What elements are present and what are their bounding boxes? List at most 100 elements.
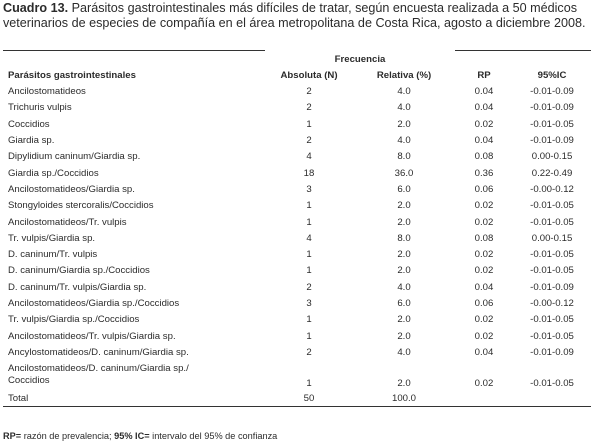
row-name: Ancilostomatideos/Tr. vulpis (8, 216, 127, 228)
row-ic: -0.01-0.09 (530, 86, 574, 98)
group-header-row: Frecuencia (3, 50, 592, 68)
row-name: Ancylostomatideos/D. caninum/Giardia sp. (8, 346, 189, 358)
row-relative: 4.0 (397, 86, 411, 98)
row-ic: -0.01-0.05 (530, 249, 574, 261)
row-relative: 2.0 (397, 377, 411, 389)
table-row: Giardia sp./Coccidios 18 36.0 0.36 0.22-0.49 (3, 165, 591, 181)
row-absolute: 1 (306, 330, 312, 342)
table-row: Ancylostomatideos/D. caninum/Giardia sp.… (3, 344, 591, 360)
total-row: Total 50 100.0 (3, 390, 592, 408)
row-relative: 2.0 (397, 330, 411, 342)
row-ic: 0.00-0.15 (531, 151, 573, 163)
row-absolute: 2 (306, 281, 312, 293)
parasites-table: Frecuencia Parásitos gastrointestinales … (3, 50, 592, 408)
row-rp: 0.02 (474, 216, 494, 228)
row-relative: 2.0 (397, 216, 411, 228)
row-rp: 0.04 (474, 135, 494, 147)
column-header-row: Parásitos gastrointestinales Absoluta (N… (3, 68, 591, 84)
frequency-group-header: Frecuencia (334, 53, 386, 65)
row-absolute: 2 (306, 102, 312, 114)
row-absolute: 1 (306, 216, 312, 228)
row-rp: 0.36 (474, 167, 494, 179)
row-ic: 0.00-0.15 (531, 232, 573, 244)
row-relative: 8.0 (397, 151, 411, 163)
row-ic: -0.00-0.12 (530, 298, 574, 309)
header-ic: 95%IC (537, 70, 567, 81)
row-absolute: 4 (306, 151, 312, 163)
table-footnote: RP= razón de prevalencia; 95% IC= interv… (3, 431, 277, 441)
row-relative: 36.0 (394, 167, 414, 179)
row-relative: 6.0 (397, 183, 411, 195)
table-row: Ancilostomatideos/Giardia sp./Coccidios 3… (3, 295, 591, 311)
table-row: Coccidios 1 2.0 0.02 -0.01-0.05 (3, 116, 591, 132)
row-ic: -0.01-0.05 (530, 265, 574, 277)
row-absolute: 18 (303, 167, 315, 179)
row-relative: 6.0 (397, 298, 411, 309)
row-rp: 0.02 (474, 249, 494, 261)
row-name: Dipylidium caninum/Giardia sp. (8, 151, 141, 163)
row-absolute: 3 (306, 183, 312, 195)
row-name: Ancilostomatideos/D. caninum/Giardia sp.… (3, 361, 265, 391)
row-rp: 0.08 (474, 232, 494, 244)
row-name-line2: Coccidios (8, 374, 50, 386)
row-name: Ancilostomatideos/Giardia sp./Coccidios (8, 298, 180, 309)
table-row: D. caninum/Tr. vulpis/Giardia sp. 2 4.0 0.0… (3, 279, 591, 295)
row-rp: 0.02 (474, 118, 494, 130)
table-row: D. caninum/Giardia sp./Coccidios 1 2.0 0.02… (3, 263, 591, 279)
footnote-ic-text: intervalo del 95% de confianza (149, 431, 278, 441)
table-row: Ancilostomatideos 2 4.0 0.04 -0.01-0.09 (3, 84, 591, 100)
row-rp: 0.08 (474, 151, 494, 163)
row-name: Tr. vulpis/Giardia sp./Coccidios (8, 314, 140, 326)
row-relative: 4.0 (397, 102, 411, 114)
table-row-multiline: Ancilostomatideos/D. caninum/Giardia sp.… (3, 361, 591, 391)
row-ic: -0.01-0.05 (530, 200, 574, 212)
row-rp: 0.04 (474, 86, 494, 98)
row-ic: -0.00-0.12 (530, 183, 574, 195)
table-row: Ancilostomatideos/Giardia sp. 3 6.0 0.06 -0.… (3, 181, 591, 197)
row-name: Tr. vulpis/Giardia sp. (8, 232, 96, 244)
row-relative: 8.0 (397, 232, 411, 244)
total-relative: 100.0 (353, 390, 456, 408)
row-rp: 0.02 (474, 265, 494, 277)
row-rp: 0.06 (474, 183, 494, 195)
row-relative: 4.0 (397, 281, 411, 293)
row-name: Giardia sp. (8, 135, 55, 147)
row-relative: 2.0 (397, 314, 411, 326)
row-ic: -0.01-0.05 (530, 314, 574, 326)
row-ic: -0.01-0.09 (530, 346, 574, 358)
row-absolute: 4 (306, 232, 312, 244)
row-name: Giardia sp./Coccidios (8, 167, 99, 179)
row-relative: 2.0 (397, 200, 411, 212)
table-caption: Cuadro 13. Parásitos gastrointestinales … (3, 1, 593, 31)
row-name: D. caninum/Tr. vulpis (8, 249, 98, 261)
row-name: D. caninum/Giardia sp./Coccidios (8, 265, 150, 277)
total-label: Total (3, 390, 265, 408)
table-row: Ancilostomatideos/Tr. vulpis 1 2.0 0.02 -0.0… (3, 214, 591, 230)
row-absolute: 1 (306, 118, 312, 130)
row-relative: 4.0 (397, 346, 411, 358)
row-rp: 0.04 (474, 281, 494, 293)
header-rp: RP (477, 70, 491, 81)
row-rp: 0.02 (474, 377, 494, 389)
row-absolute: 1 (306, 265, 312, 277)
row-name: Ancilostomatideos/Giardia sp. (8, 183, 135, 195)
table-row: Trichuris vulpis 2 4.0 0.04 -0.01-0.09 (3, 100, 591, 116)
row-ic: -0.01-0.09 (530, 281, 574, 293)
row-ic: -0.01-0.09 (530, 135, 574, 147)
row-name: Stongyloides stercoralis/Coccidios (8, 200, 154, 212)
row-relative: 2.0 (397, 249, 411, 261)
header-absolute: Absoluta (N) (280, 70, 338, 81)
row-absolute: 2 (306, 135, 312, 147)
row-rp: 0.04 (474, 102, 494, 114)
table-row: Ancilostomatideos/Tr. vulpis/Giardia sp.… (3, 328, 591, 344)
row-rp: 0.02 (474, 330, 494, 342)
row-relative: 2.0 (397, 118, 411, 130)
row-name: Coccidios (8, 118, 50, 130)
table-row: Giardia sp. 2 4.0 0.04 -0.01-0.09 (3, 132, 591, 148)
header-parasites: Parásitos gastrointestinales (8, 70, 136, 81)
row-relative: 2.0 (397, 265, 411, 277)
row-absolute: 1 (306, 314, 312, 326)
row-rp: 0.06 (474, 298, 494, 309)
row-name: Ancilostomatideos (8, 86, 86, 98)
row-ic: -0.01-0.05 (530, 377, 574, 389)
